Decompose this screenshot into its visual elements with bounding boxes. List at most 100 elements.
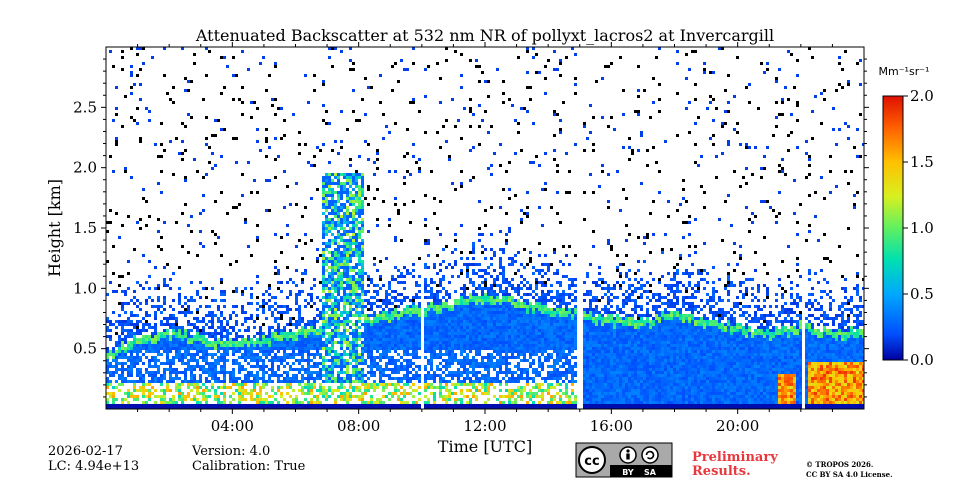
heatmap-cell — [343, 182, 346, 185]
heatmap-cell — [109, 392, 112, 395]
heatmap-cell — [394, 365, 397, 368]
heatmap-cell — [262, 359, 265, 362]
heatmap-cell — [493, 296, 496, 299]
heatmap-cell — [448, 281, 451, 284]
heatmap-cell — [187, 251, 190, 254]
heatmap-cell — [292, 113, 295, 116]
heatmap-cell — [112, 395, 115, 398]
heatmap-cell — [265, 347, 268, 350]
heatmap-cell — [214, 344, 217, 347]
heatmap-cell — [142, 317, 145, 320]
heatmap-cell — [529, 305, 532, 308]
heatmap-cell — [268, 380, 271, 383]
heatmap-cell — [340, 50, 343, 53]
heatmap-cell — [487, 296, 490, 299]
heatmap-cell — [328, 326, 331, 329]
heatmap-cell — [460, 86, 463, 89]
heatmap-cell — [259, 401, 262, 404]
heatmap-cell — [373, 263, 376, 266]
heatmap-cell — [262, 362, 265, 365]
heatmap-cell — [244, 407, 247, 409]
heatmap-cell — [232, 398, 235, 401]
heatmap-cell — [475, 341, 478, 344]
heatmap-cell — [460, 299, 463, 302]
heatmap-cell — [184, 335, 187, 338]
heatmap-cell — [505, 287, 508, 290]
heatmap-cell — [325, 299, 328, 302]
heatmap-cell — [445, 365, 448, 368]
heatmap-cell — [424, 335, 427, 338]
heatmap-cell — [262, 371, 265, 374]
heatmap-cell — [334, 314, 337, 317]
heatmap-cell — [445, 305, 448, 308]
heatmap-cell — [445, 320, 448, 323]
heatmap-cell — [343, 380, 346, 383]
heatmap-cell — [361, 239, 364, 242]
heatmap-cell — [217, 407, 220, 409]
heatmap-cell — [157, 368, 160, 371]
heatmap-cell — [262, 323, 265, 326]
heatmap-cell — [133, 296, 136, 299]
heatmap-cell — [475, 380, 478, 383]
heatmap-cell — [151, 332, 154, 335]
heatmap-cell — [139, 404, 142, 407]
heatmap-cell — [139, 218, 142, 221]
heatmap-cell — [208, 347, 211, 350]
heatmap-cell — [412, 311, 415, 314]
heatmap-cell — [250, 101, 253, 104]
heatmap-cell — [499, 164, 502, 167]
heatmap-cell — [334, 248, 337, 251]
heatmap-cell — [382, 323, 385, 326]
heatmap-cell — [307, 161, 310, 164]
heatmap-cell — [256, 302, 259, 305]
heatmap-cell — [496, 308, 499, 311]
heatmap-cell — [220, 314, 223, 317]
heatmap-cell — [523, 407, 526, 409]
heatmap-cell — [295, 332, 298, 335]
heatmap-cell — [511, 347, 514, 350]
heatmap-cell — [304, 386, 307, 389]
heatmap-cell — [472, 407, 475, 409]
heatmap-cell — [334, 263, 337, 266]
heatmap-cell — [358, 233, 361, 236]
heatmap-cell — [118, 350, 121, 353]
heatmap-cell — [142, 341, 145, 344]
heatmap-cell — [349, 398, 352, 401]
heatmap-cell — [343, 404, 346, 407]
heatmap-cell — [439, 362, 442, 365]
heatmap-cell — [340, 392, 343, 395]
heatmap-cell — [409, 371, 412, 374]
heatmap-cell — [181, 398, 184, 401]
heatmap-cell — [496, 68, 499, 71]
heatmap-cell — [475, 359, 478, 362]
heatmap-cell — [349, 158, 352, 161]
heatmap-cell — [451, 251, 454, 254]
heatmap-cell — [361, 341, 364, 344]
heatmap-cell — [508, 380, 511, 383]
heatmap-cell — [454, 299, 457, 302]
heatmap-cell — [445, 350, 448, 353]
heatmap-cell — [169, 401, 172, 404]
heatmap-cell — [136, 371, 139, 374]
heatmap-cell — [457, 335, 460, 338]
heatmap-cell — [142, 254, 145, 257]
heatmap-cell — [262, 347, 265, 350]
heatmap-cell — [271, 389, 274, 392]
heatmap-cell — [523, 353, 526, 356]
heatmap-cell — [322, 320, 325, 323]
heatmap-cell — [256, 191, 259, 194]
heatmap-cell — [340, 338, 343, 341]
heatmap-cell — [334, 260, 337, 263]
heatmap-cell — [496, 341, 499, 344]
heatmap-cell — [202, 383, 205, 386]
heatmap-cell — [220, 56, 223, 59]
heatmap-cell — [394, 383, 397, 386]
heatmap-cell — [328, 377, 331, 380]
heatmap-cell — [469, 326, 472, 329]
heatmap-cell — [433, 320, 436, 323]
heatmap-cell — [310, 332, 313, 335]
heatmap-cell — [223, 359, 226, 362]
heatmap-cell — [418, 332, 421, 335]
heatmap-cell — [121, 374, 124, 377]
heatmap-cell — [469, 296, 472, 299]
